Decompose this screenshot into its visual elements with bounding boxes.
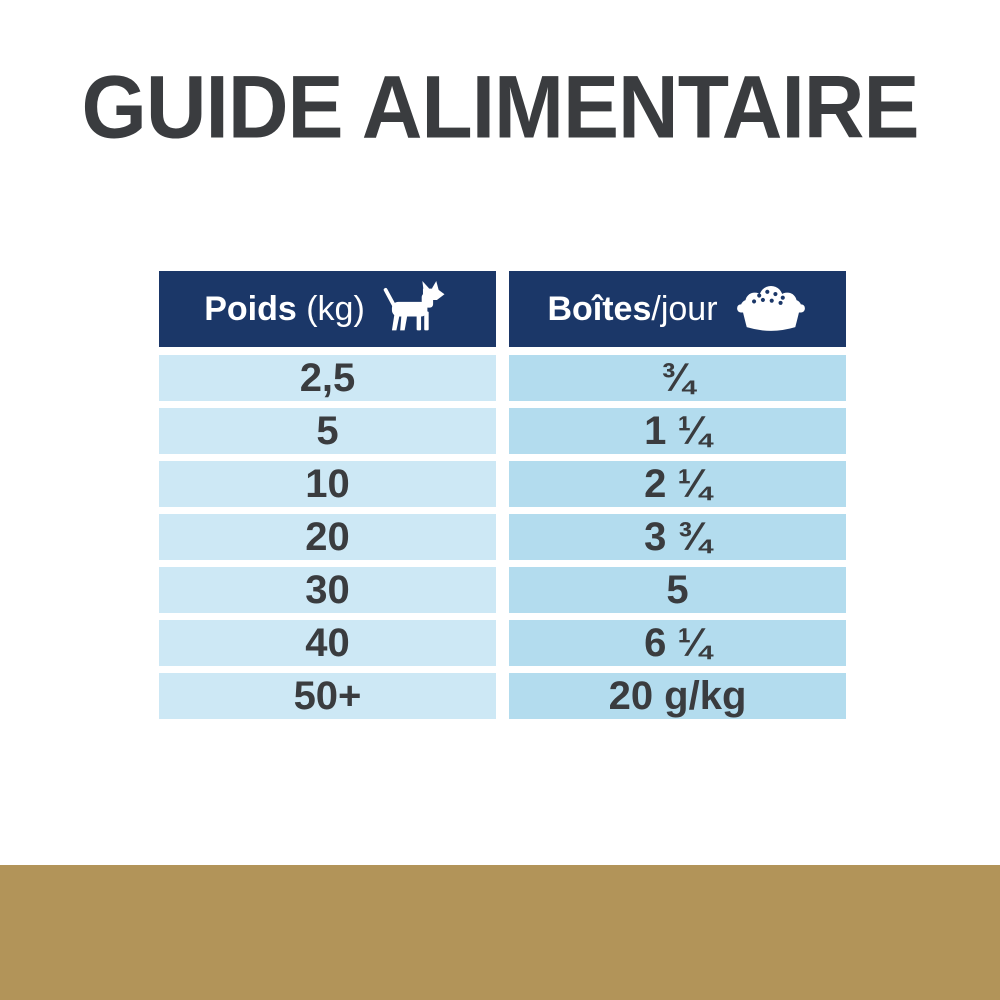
header-cell-poids: Poids (kg) [159,271,496,347]
feeding-table: Poids (kg) [159,271,846,726]
poids-value: 5 [159,408,496,454]
table-row: 40 6 ¼ [159,620,846,666]
boites-value: 20 g/kg [509,673,846,719]
poids-value: 30 [159,567,496,613]
table-row: 10 2 ¼ [159,461,846,507]
header-poids-label: Poids [204,290,297,328]
boites-value: 5 [509,567,846,613]
table-header-row: Poids (kg) [159,271,846,347]
table-row: 20 3 ¾ [159,514,846,560]
poids-value: 40 [159,620,496,666]
poids-value: 10 [159,461,496,507]
header-cell-boites: Boîtes/jour [509,271,846,347]
boites-value: 2 ¼ [509,461,846,507]
table-row: 30 5 [159,567,846,613]
header-boites-label: Boîtes [547,290,652,328]
poids-value: 50+ [159,673,496,719]
boites-value: ¾ [509,355,846,401]
boites-value: 3 ¾ [509,514,846,560]
food-bowl-icon [734,283,808,336]
header-boites-unit: /jour [651,290,718,328]
table-row: 2,5 ¾ [159,355,846,401]
poids-value: 2,5 [159,355,496,401]
dog-icon [381,280,451,338]
table-row: 50+ 20 g/kg [159,673,846,719]
boites-value: 1 ¼ [509,408,846,454]
bottom-gold-band [0,865,1000,1000]
page-title: GUIDE ALIMENTAIRE [81,56,920,157]
header-poids-unit: (kg) [296,290,365,328]
poids-value: 20 [159,514,496,560]
table-row: 5 1 ¼ [159,408,846,454]
boites-value: 6 ¼ [509,620,846,666]
